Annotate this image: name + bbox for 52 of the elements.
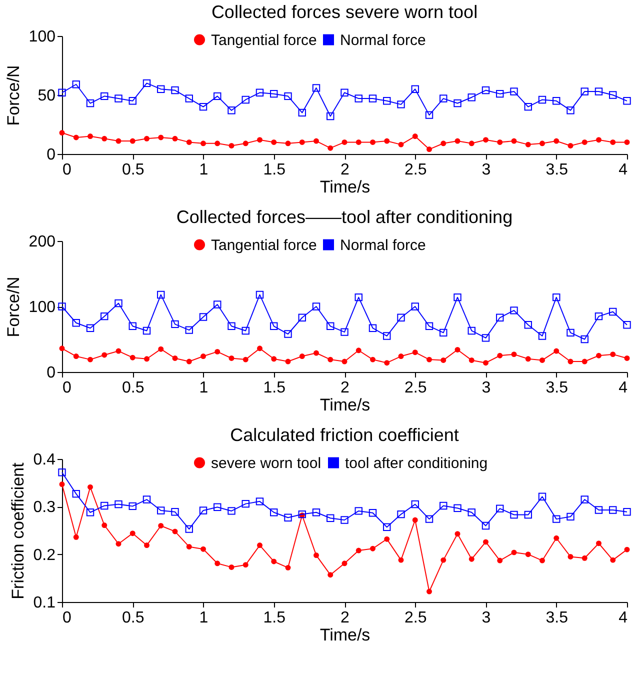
x-tick-label: 0.5	[122, 610, 144, 626]
x-tick-label: 2.5	[404, 380, 427, 396]
y-tick-label: 200	[28, 234, 56, 250]
y-tick-label: 0	[46, 364, 56, 382]
y-tick-label: 0.3	[33, 499, 56, 516]
y-tick-label: 0.4	[33, 452, 56, 468]
y-tick-label: 0.2	[33, 546, 56, 564]
y-tick-label: 0.1	[33, 594, 56, 612]
x-tick-label: 3	[482, 162, 491, 178]
x-tick-label: 1.5	[263, 610, 286, 626]
x-tick-label: 4	[618, 610, 628, 626]
x-tick-label: 3	[482, 610, 491, 626]
x-axis-title: Time/s	[320, 178, 370, 196]
x-tick-label: 1	[199, 610, 208, 626]
legend-label: tool after conditioning	[345, 454, 488, 472]
x-tick-label: 2.5	[404, 162, 427, 178]
legend-label: Normal force	[340, 236, 426, 254]
x-tick-label: 2	[340, 380, 350, 396]
y-axis-title: Force/N	[4, 65, 23, 126]
x-tick-label: 3	[482, 380, 491, 396]
chart-title: Collected forces——tool after conditioning	[176, 207, 513, 227]
x-tick-label: 1	[199, 380, 208, 396]
legend-label: severe worn tool	[211, 454, 322, 472]
y-axis-title: Friction coefficient	[8, 462, 28, 600]
legend-label: Normal force	[340, 32, 426, 49]
x-tick-label: 2	[340, 162, 350, 178]
chart-title: Calculated friction coefficient	[230, 425, 459, 445]
y-axis-title: Force/N	[4, 276, 23, 338]
x-tick-label: 4	[618, 162, 628, 178]
x-tick-label: 3.5	[546, 610, 568, 626]
x-tick-label: 2	[340, 610, 350, 626]
x-tick-label: 3.5	[546, 380, 568, 396]
x-tick-label: 4	[618, 380, 628, 396]
x-tick-label: 1.5	[263, 380, 286, 396]
x-axis-title: Time/s	[320, 626, 370, 644]
x-tick-label: 0	[62, 610, 72, 626]
x-tick-label: 0	[62, 162, 72, 178]
x-tick-label: 0.5	[122, 162, 144, 178]
x-tick-label: 0.5	[122, 380, 144, 396]
y-tick-label: 100	[28, 28, 56, 46]
x-tick-label: 0	[62, 380, 72, 396]
y-tick-label: 100	[28, 299, 56, 316]
legend-label: Tangential force	[211, 32, 317, 49]
x-tick-label: 1.5	[263, 162, 286, 178]
y-tick-label: 50	[38, 88, 56, 104]
legend-label: Tangential force	[211, 236, 317, 254]
y-tick-label: 0	[46, 146, 56, 164]
x-tick-label: 1	[199, 162, 208, 178]
chart-title: Collected forces severe worn tool	[211, 2, 478, 22]
x-tick-label: 2.5	[404, 610, 427, 626]
x-tick-label: 3.5	[546, 162, 568, 178]
x-axis-title: Time/s	[320, 396, 370, 414]
